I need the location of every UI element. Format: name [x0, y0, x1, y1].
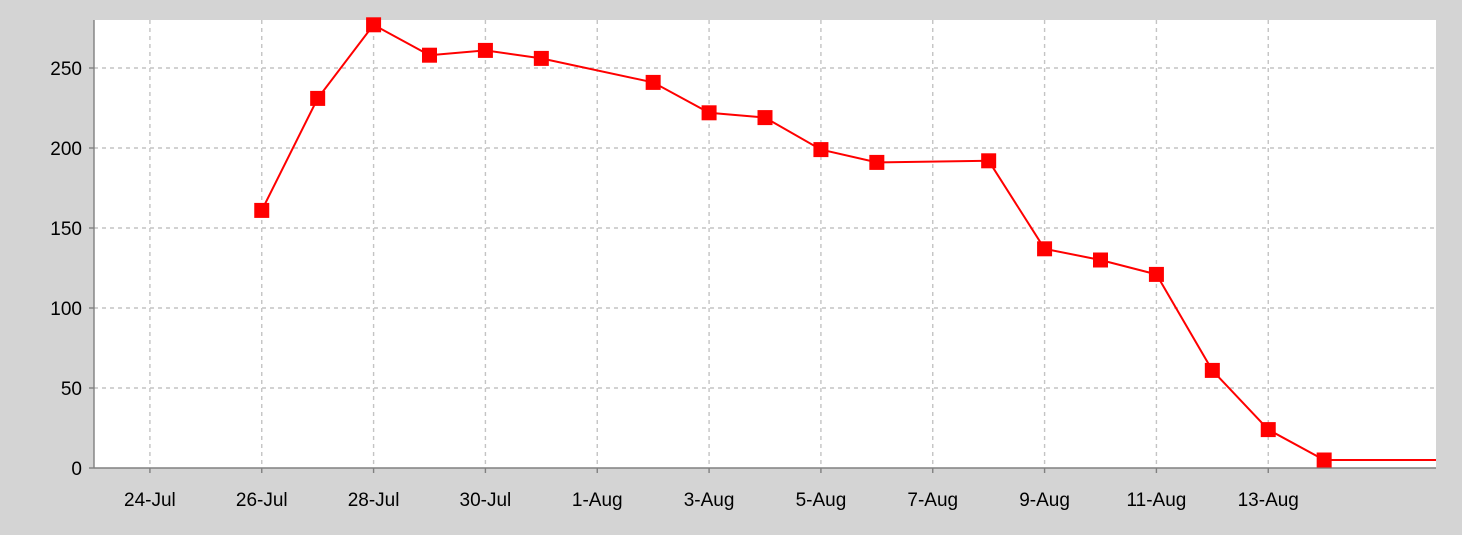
data-point	[1037, 241, 1053, 257]
data-point	[310, 90, 326, 106]
y-tick-label: 50	[61, 379, 82, 400]
data-point	[1260, 422, 1276, 438]
data-point	[645, 74, 661, 90]
x-tick-label: 11-Aug	[1126, 490, 1186, 511]
grid-lines	[94, 20, 1436, 468]
data-point	[981, 153, 997, 169]
tick-labels: 0 50 100 150 200 250 24-Jul 26-Jul 28-Jul 30-Jul 1…	[50, 59, 1299, 511]
x-tick-label: 5-Aug	[796, 490, 847, 511]
y-tick-label: 100	[50, 299, 82, 320]
data-point	[701, 105, 717, 121]
plot-area	[94, 20, 1436, 468]
axes	[89, 20, 1436, 473]
data-point	[533, 50, 549, 66]
x-tick-label: 26-Jul	[236, 490, 288, 511]
series-layer	[254, 17, 1436, 468]
data-point	[366, 17, 382, 33]
x-tick-label: 30-Jul	[460, 490, 512, 511]
x-tick-label: 9-Aug	[1019, 490, 1070, 511]
x-tick-label: 28-Jul	[348, 490, 400, 511]
data-point	[813, 142, 829, 158]
data-point	[477, 42, 493, 58]
data-point	[422, 47, 437, 63]
y-tick-label: 150	[50, 219, 82, 240]
y-tick-label: 0	[71, 459, 82, 480]
data-point	[1093, 252, 1108, 268]
data-point	[254, 202, 270, 218]
data-point	[757, 110, 773, 126]
x-tick-label: 1-Aug	[572, 490, 623, 511]
x-tick-label: 3-Aug	[684, 490, 735, 511]
data-point	[1316, 452, 1332, 468]
x-tick-label: 7-Aug	[907, 490, 958, 511]
data-point	[1148, 266, 1164, 282]
y-tick-label: 250	[50, 59, 82, 80]
x-tick-label: 13-Aug	[1238, 490, 1299, 511]
y-tick-label: 200	[50, 139, 82, 160]
x-tick-label: 24-Jul	[124, 490, 176, 511]
data-point	[869, 154, 885, 170]
data-point	[1204, 362, 1220, 378]
